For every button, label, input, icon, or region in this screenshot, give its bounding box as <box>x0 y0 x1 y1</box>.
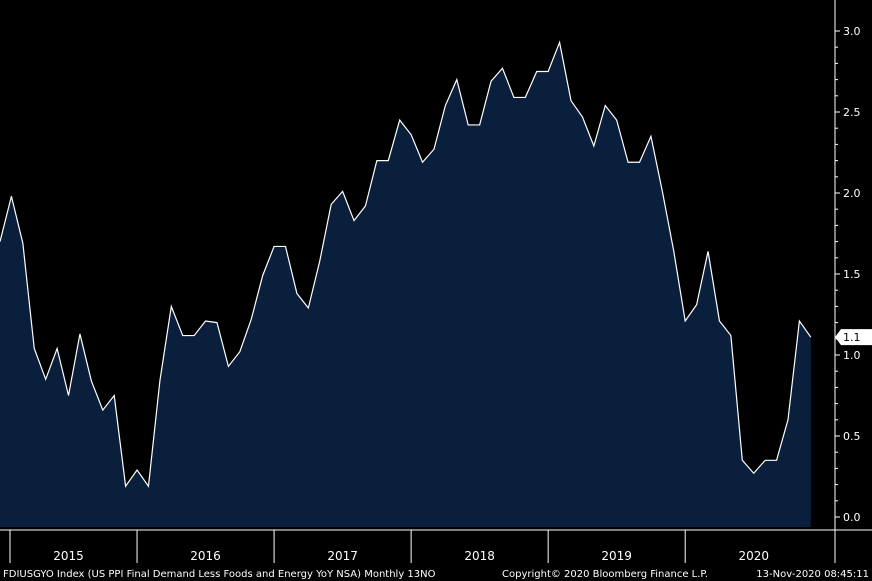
last-value-label: 1.1 <box>843 331 861 344</box>
y-tick-label: 3.0 <box>843 25 861 38</box>
y-tick-label: 1.0 <box>843 349 861 362</box>
footer-copyright: Copyright© 2020 Bloomberg Finance L.P. <box>502 569 708 580</box>
footer-ticker-description: FDIUSGYO Index (US PPI Final Demand Less… <box>3 569 436 580</box>
y-tick-label: 2.5 <box>843 106 861 119</box>
series-line <box>0 40 812 488</box>
y-tick-label: 1.5 <box>843 268 861 281</box>
year-label-layer: 2015 2016 2017 2018 2019 2020 <box>0 529 872 563</box>
last-value-tag <box>835 329 872 346</box>
x-year-label: 2016 <box>190 549 221 563</box>
y-tick-label: 0.5 <box>843 430 861 443</box>
y-tick-label: 0.0 <box>843 511 861 524</box>
x-year-label: 2018 <box>464 549 495 563</box>
x-year-label: 2020 <box>738 549 769 563</box>
x-year-label: 2015 <box>53 549 84 563</box>
y-tick-label: 2.0 <box>843 187 861 200</box>
footer: FDIUSGYO Index (US PPI Final Demand Less… <box>3 569 869 580</box>
series-area-layer <box>0 40 812 528</box>
x-year-label: 2019 <box>601 549 632 563</box>
footer-timestamp: 13-Nov-2020 08:45:11 <box>756 569 869 580</box>
series-area-fill <box>0 42 811 528</box>
axis-layer: 0.0 0.5 1.0 1.5 2.0 2.5 3.0 1.1 <box>834 0 872 530</box>
x-year-label: 2017 <box>327 549 358 563</box>
